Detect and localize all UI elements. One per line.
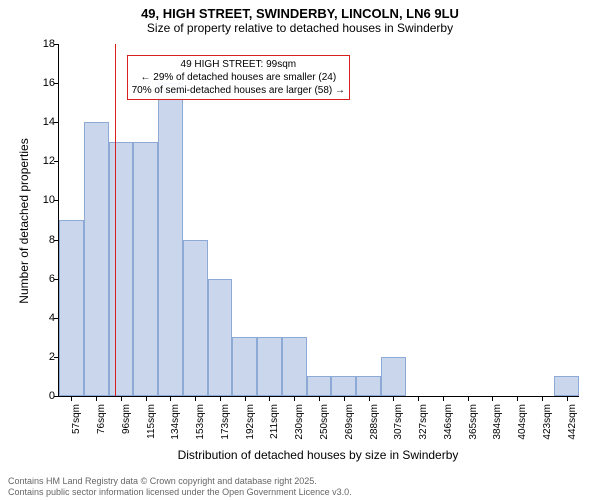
xtick-label: 211sqm bbox=[269, 404, 280, 444]
y-axis-label: Number of detached properties bbox=[17, 121, 31, 321]
chart-container: 49, HIGH STREET, SWINDERBY, LINCOLN, LN6… bbox=[0, 0, 600, 500]
histogram-bar bbox=[307, 376, 332, 396]
footer-line-2: Contains public sector information licen… bbox=[8, 487, 352, 498]
xtick-mark bbox=[96, 396, 97, 401]
xtick-mark bbox=[319, 396, 320, 401]
annotation-line: ← 29% of detached houses are smaller (24… bbox=[132, 71, 345, 84]
xtick-mark bbox=[542, 396, 543, 401]
ytick-label: 8 bbox=[35, 234, 55, 246]
xtick-label: 57sqm bbox=[71, 404, 82, 444]
ytick-mark bbox=[54, 122, 59, 123]
xtick-mark bbox=[492, 396, 493, 401]
xtick-label: 269sqm bbox=[344, 404, 355, 444]
plot-area: 02468101214161857sqm76sqm96sqm115sqm134s… bbox=[58, 44, 579, 397]
histogram-bar bbox=[158, 83, 183, 396]
xtick-mark bbox=[443, 396, 444, 401]
xtick-mark bbox=[146, 396, 147, 401]
chart-subtitle: Size of property relative to detached ho… bbox=[0, 21, 600, 39]
ytick-label: 12 bbox=[35, 155, 55, 167]
histogram-bar bbox=[381, 357, 406, 396]
xtick-label: 384sqm bbox=[492, 404, 503, 444]
ytick-label: 14 bbox=[35, 116, 55, 128]
xtick-label: 307sqm bbox=[393, 404, 404, 444]
histogram-bar bbox=[331, 376, 356, 396]
xtick-mark bbox=[121, 396, 122, 401]
xtick-mark bbox=[369, 396, 370, 401]
xtick-mark bbox=[344, 396, 345, 401]
annotation-line: 49 HIGH STREET: 99sqm bbox=[132, 58, 345, 71]
ytick-mark bbox=[54, 396, 59, 397]
xtick-mark bbox=[269, 396, 270, 401]
footer-attribution: Contains HM Land Registry data © Crown c… bbox=[8, 476, 352, 498]
xtick-mark bbox=[71, 396, 72, 401]
xtick-label: 346sqm bbox=[443, 404, 454, 444]
ytick-label: 10 bbox=[35, 194, 55, 206]
xtick-mark bbox=[245, 396, 246, 401]
reference-line bbox=[115, 44, 116, 396]
xtick-label: 173sqm bbox=[220, 404, 231, 444]
ytick-label: 4 bbox=[35, 312, 55, 324]
histogram-bar bbox=[232, 337, 257, 396]
chart-title: 49, HIGH STREET, SWINDERBY, LINCOLN, LN6… bbox=[0, 0, 600, 21]
xtick-label: 250sqm bbox=[319, 404, 330, 444]
xtick-label: 76sqm bbox=[96, 404, 107, 444]
xtick-mark bbox=[517, 396, 518, 401]
xtick-label: 288sqm bbox=[369, 404, 380, 444]
ytick-mark bbox=[54, 44, 59, 45]
xtick-label: 134sqm bbox=[170, 404, 181, 444]
histogram-bar bbox=[183, 240, 208, 396]
ytick-label: 2 bbox=[35, 351, 55, 363]
xtick-label: 192sqm bbox=[245, 404, 256, 444]
xtick-mark bbox=[418, 396, 419, 401]
ytick-mark bbox=[54, 161, 59, 162]
annotation-line: 70% of semi-detached houses are larger (… bbox=[132, 84, 345, 97]
xtick-label: 365sqm bbox=[468, 404, 479, 444]
annotation-box: 49 HIGH STREET: 99sqm← 29% of detached h… bbox=[127, 55, 350, 100]
xtick-label: 442sqm bbox=[567, 404, 578, 444]
xtick-label: 404sqm bbox=[517, 404, 528, 444]
xtick-mark bbox=[567, 396, 568, 401]
ytick-label: 0 bbox=[35, 390, 55, 402]
ytick-mark bbox=[54, 200, 59, 201]
ytick-mark bbox=[54, 83, 59, 84]
histogram-bar bbox=[208, 279, 233, 396]
histogram-bar bbox=[257, 337, 282, 396]
xtick-mark bbox=[170, 396, 171, 401]
ytick-label: 18 bbox=[35, 38, 55, 50]
xtick-label: 230sqm bbox=[294, 404, 305, 444]
xtick-mark bbox=[468, 396, 469, 401]
xtick-label: 327sqm bbox=[418, 404, 429, 444]
xtick-mark bbox=[195, 396, 196, 401]
xtick-label: 96sqm bbox=[121, 404, 132, 444]
xtick-label: 153sqm bbox=[195, 404, 206, 444]
footer-line-1: Contains HM Land Registry data © Crown c… bbox=[8, 476, 352, 487]
histogram-bar bbox=[356, 376, 381, 396]
histogram-bar bbox=[282, 337, 307, 396]
ytick-label: 16 bbox=[35, 77, 55, 89]
histogram-bar bbox=[59, 220, 84, 396]
xtick-label: 115sqm bbox=[146, 404, 157, 444]
xtick-mark bbox=[393, 396, 394, 401]
xtick-mark bbox=[294, 396, 295, 401]
histogram-bar bbox=[554, 376, 579, 396]
xtick-mark bbox=[220, 396, 221, 401]
ytick-label: 6 bbox=[35, 273, 55, 285]
histogram-bar bbox=[84, 122, 109, 396]
xtick-label: 423sqm bbox=[542, 404, 553, 444]
x-axis-label: Distribution of detached houses by size … bbox=[58, 448, 578, 462]
histogram-bar bbox=[109, 142, 134, 396]
histogram-bar bbox=[133, 142, 158, 396]
